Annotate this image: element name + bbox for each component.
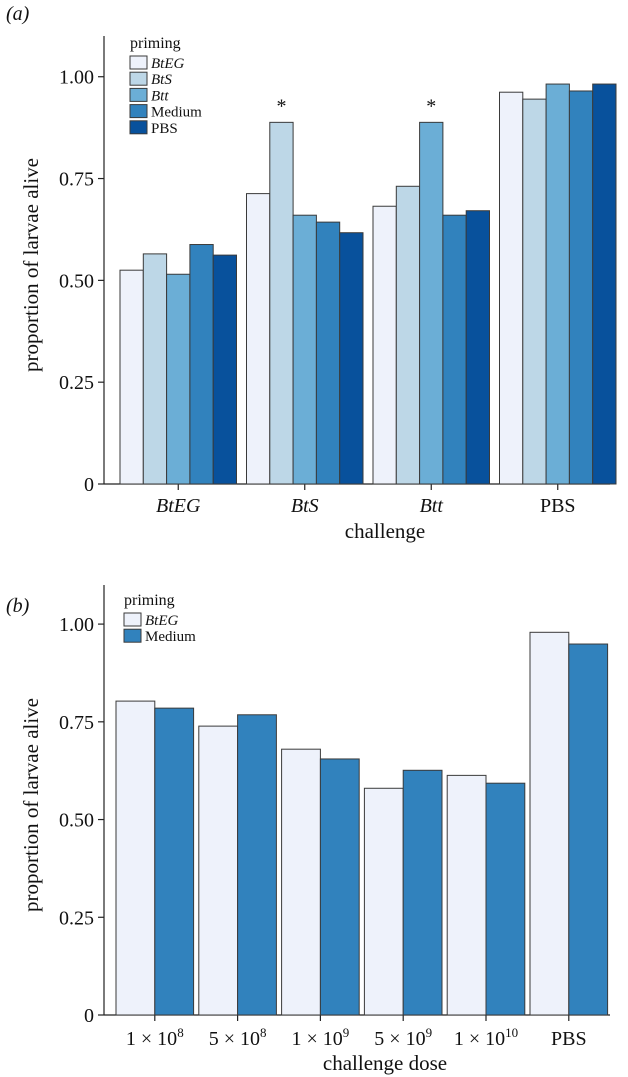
bar bbox=[315, 221, 341, 485]
bar bbox=[522, 98, 547, 485]
y-axis-title: proportion of larvae alive bbox=[19, 158, 43, 372]
legend-swatch bbox=[123, 612, 142, 627]
bar bbox=[499, 91, 524, 485]
bar bbox=[115, 700, 156, 1016]
legend-label: BtS bbox=[151, 72, 172, 88]
bar bbox=[269, 121, 294, 485]
x-tick-label: BtEG bbox=[156, 495, 201, 517]
bar bbox=[198, 725, 239, 1016]
x-tick-label: 1 × 1010 bbox=[454, 1025, 518, 1050]
legend-swatch bbox=[129, 87, 148, 102]
bar bbox=[395, 185, 421, 485]
y-tick-label: 0.50 bbox=[59, 270, 94, 292]
bar bbox=[212, 254, 237, 485]
x-tick-label: 5 × 109 bbox=[374, 1025, 432, 1050]
x-tick-label: Btt bbox=[420, 495, 444, 517]
y-tick-label: 0.25 bbox=[59, 907, 94, 929]
bar bbox=[237, 714, 277, 1016]
bar bbox=[339, 232, 364, 485]
bar bbox=[142, 253, 168, 485]
y-tick-label: 0.75 bbox=[59, 712, 94, 734]
legend-swatch bbox=[123, 628, 142, 643]
significance-star: * bbox=[426, 95, 436, 117]
legend-label: Btt bbox=[151, 88, 169, 104]
panel-a-chart: (a) 0 0.25 0.50 0.75 1.00 proportion of larvae… bbox=[6, 3, 617, 543]
legend-label: BtEG bbox=[151, 56, 184, 72]
bar bbox=[419, 121, 444, 485]
significance-star: * bbox=[276, 95, 286, 117]
panel-label: (b) bbox=[6, 595, 30, 617]
panel-label: (a) bbox=[6, 3, 30, 25]
x-tick-label: PBS bbox=[551, 1028, 587, 1050]
bar bbox=[119, 269, 144, 485]
legend-swatch bbox=[129, 104, 148, 119]
bar bbox=[592, 83, 617, 485]
x-axis-title: challenge dose bbox=[323, 1051, 447, 1075]
legend-label: Medium bbox=[151, 105, 202, 121]
legend-swatch bbox=[129, 55, 148, 70]
x-tick-label: 1 × 109 bbox=[292, 1025, 350, 1050]
bar bbox=[189, 244, 214, 485]
bar bbox=[446, 774, 487, 1016]
panel-b-chart: (b) 0 0.25 0.50 0.75 1.00 proportion of larvae… bbox=[6, 585, 610, 1075]
legend-label: Medium bbox=[145, 629, 196, 645]
bar bbox=[485, 782, 526, 1016]
x-axis-title: challenge bbox=[345, 519, 425, 543]
x-tick-label: PBS bbox=[540, 495, 576, 517]
bar bbox=[281, 748, 321, 1016]
bar bbox=[545, 83, 570, 485]
x-tick-label: 5 × 108 bbox=[209, 1025, 267, 1050]
y-tick-label: 0.25 bbox=[59, 372, 94, 394]
y-tick-label: 0 bbox=[84, 474, 94, 496]
legend-swatch bbox=[129, 120, 148, 135]
legend-label: PBS bbox=[151, 121, 178, 137]
legend-title: priming bbox=[124, 592, 175, 609]
y-tick-label: 1.00 bbox=[59, 67, 94, 89]
bar bbox=[154, 707, 195, 1016]
bar bbox=[292, 214, 317, 485]
bar bbox=[319, 758, 360, 1016]
legend-swatch bbox=[129, 71, 148, 86]
x-tick-label: BtS bbox=[291, 495, 319, 517]
bar bbox=[166, 273, 191, 485]
x-tick-label: 1 × 108 bbox=[126, 1025, 184, 1050]
y-tick-label: 0 bbox=[84, 1005, 94, 1027]
y-tick-label: 0.50 bbox=[59, 810, 94, 832]
bar bbox=[402, 769, 443, 1016]
bar bbox=[568, 643, 609, 1016]
y-tick-label: 0.75 bbox=[59, 169, 94, 191]
bar bbox=[568, 90, 594, 485]
bar bbox=[529, 631, 570, 1016]
legend-label: BtEG bbox=[145, 613, 178, 629]
bar bbox=[442, 214, 467, 485]
y-axis-title: proportion of larvae alive bbox=[19, 698, 43, 912]
bar bbox=[372, 205, 397, 485]
bar bbox=[363, 787, 404, 1016]
legend-title: priming bbox=[130, 35, 181, 52]
bar bbox=[465, 210, 491, 485]
bar bbox=[246, 193, 271, 485]
y-tick-label: 1.00 bbox=[59, 614, 94, 636]
